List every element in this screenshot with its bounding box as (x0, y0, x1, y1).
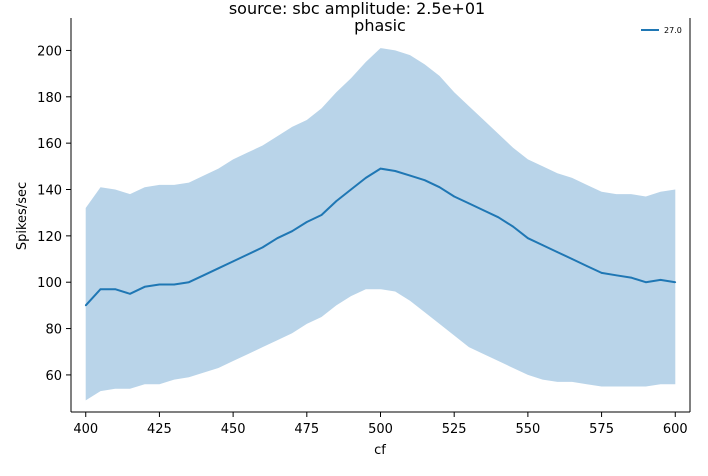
data-point (645, 281, 647, 284)
data-point (497, 216, 500, 219)
data-point (173, 283, 175, 286)
y-tick-label: 100 (37, 276, 62, 291)
data-point (586, 265, 588, 267)
data-point (512, 225, 514, 228)
data-point (556, 251, 559, 253)
data-point (674, 281, 677, 284)
x-tick-label: 500 (368, 422, 393, 437)
data-point (350, 188, 352, 191)
series-0-error-band (85, 48, 676, 401)
x-tick-label: 475 (294, 422, 319, 437)
plot-area (84, 48, 677, 401)
data-point (423, 179, 426, 181)
data-point (276, 237, 279, 239)
data-point (438, 186, 441, 188)
y-tick-label: 160 (37, 137, 62, 152)
chart-title: source: sbc amplitude: 2.5e+01 (229, 0, 485, 18)
data-point (247, 253, 249, 256)
data-point (453, 195, 456, 198)
data-point (615, 274, 618, 277)
data-point (409, 174, 411, 177)
data-point (541, 244, 544, 246)
x-tick-label: 525 (442, 422, 467, 437)
data-point (571, 258, 573, 260)
data-point (394, 170, 397, 172)
y-tick-label: 140 (37, 184, 62, 199)
y-tick-label: 60 (45, 369, 62, 384)
data-point (129, 293, 131, 295)
data-point (365, 177, 367, 179)
y-tick-label: 80 (45, 323, 62, 338)
x-tick-label: 400 (73, 422, 98, 437)
y-tick-label: 180 (37, 91, 62, 106)
x-tick-label: 425 (147, 422, 172, 437)
data-point (482, 209, 485, 212)
axes: 400 425 450 475 500 525 550 575 600 60 80 100 120 140… (37, 18, 691, 437)
data-point (306, 221, 308, 223)
data-point (600, 272, 603, 274)
y-tick-label: 120 (37, 230, 62, 245)
y-axis-label: Spikes/sec (15, 182, 30, 250)
x-tick-label: 600 (663, 422, 688, 437)
data-point (202, 274, 205, 277)
x-tick-label: 550 (515, 422, 540, 437)
data-point (468, 202, 470, 205)
data-point (320, 214, 323, 216)
x-tick-label: 575 (589, 422, 614, 437)
data-point (114, 288, 116, 291)
data-point (659, 279, 662, 281)
data-point (379, 167, 382, 170)
data-point (261, 246, 264, 249)
data-point (335, 200, 338, 202)
chart-subtitle: phasic (354, 16, 406, 35)
x-tick-label: 450 (221, 422, 246, 437)
data-point (99, 288, 102, 291)
data-point (630, 276, 632, 279)
data-point (158, 283, 161, 286)
data-point (143, 286, 146, 288)
data-point (527, 237, 529, 239)
data-point (291, 230, 293, 232)
x-axis-label: cf (374, 443, 386, 458)
data-point (232, 260, 234, 263)
legend: 27.0 (641, 26, 682, 35)
y-tick-label: 200 (37, 44, 62, 59)
data-point (188, 281, 190, 284)
data-point (84, 304, 87, 307)
data-point (217, 267, 220, 270)
legend-label: 27.0 (664, 26, 682, 35)
